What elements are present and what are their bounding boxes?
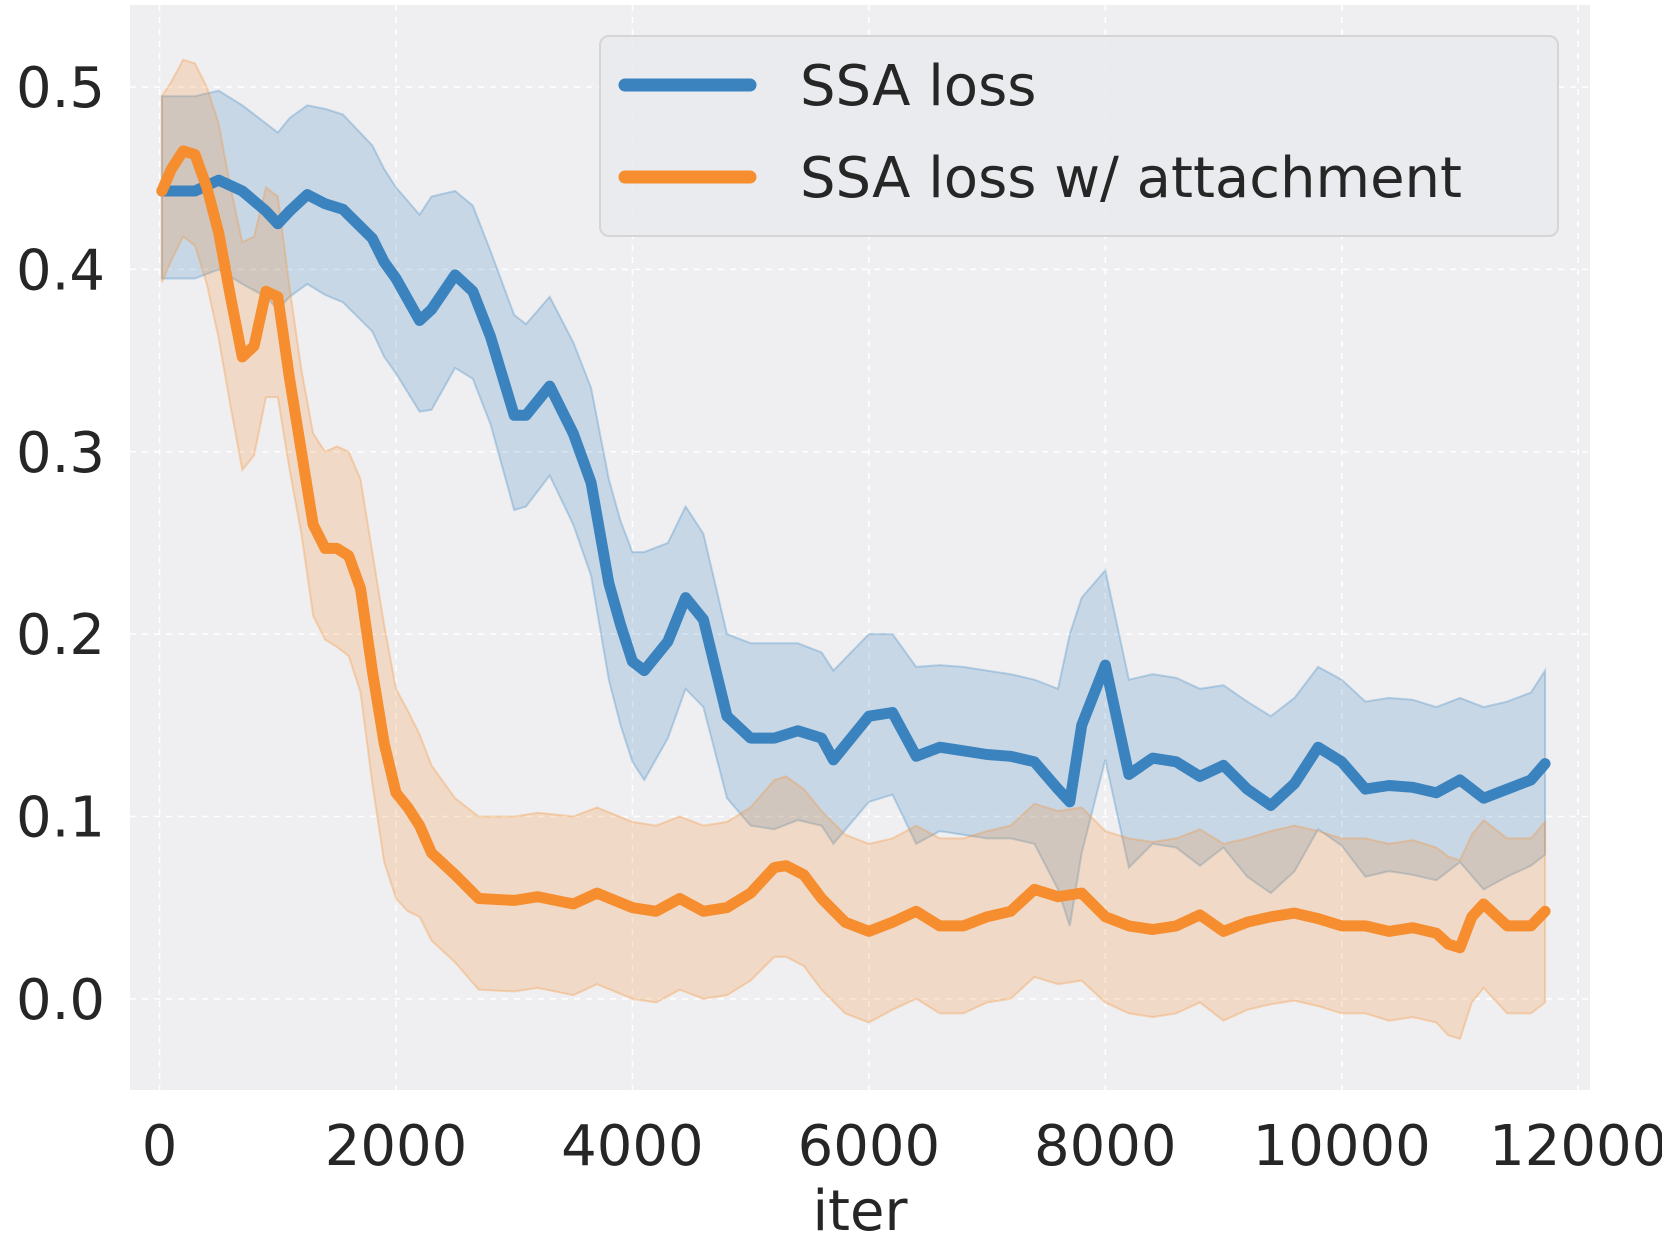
legend-box [599,35,1559,237]
series-lines [156,145,1551,954]
line-ssa-loss-w-attachment [156,145,1551,954]
x-tick-label: 6000 [798,1114,941,1179]
legend: SSA loss SSA loss w/ attachment [599,35,1559,237]
y-tick-label: 0.3 [16,421,105,486]
band-ssa-loss [160,89,1547,927]
x-tick-label: 12000 [1489,1114,1662,1179]
y-tick-label: 0.1 [16,785,105,850]
band-ssa-loss-w-attachment [160,58,1547,1041]
legend-label-ssa-loss: SSA loss [800,54,1036,119]
y-tick-label: 0.5 [16,56,105,121]
y-axis-ticks: 0.0 0.1 0.2 0.3 0.4 0.5 [16,56,105,1033]
y-tick-label: 0.4 [16,238,105,303]
x-tick-label: 10000 [1253,1114,1431,1179]
x-axis-title: iter [813,1179,909,1241]
confidence-bands [160,58,1547,1041]
x-tick-label: 2000 [325,1114,468,1179]
x-axis-ticks: 0 2000 4000 6000 8000 10000 12000 [142,1114,1662,1179]
x-tick-label: 8000 [1034,1114,1177,1179]
line-ssa-loss [156,174,1551,811]
x-tick-label: 4000 [561,1114,704,1179]
y-tick-label: 0.2 [16,603,105,668]
y-tick-label: 0.0 [16,968,105,1033]
legend-label-ssa-loss-w-attachment: SSA loss w/ attachment [800,146,1462,211]
x-tick-label: 0 [142,1114,178,1179]
